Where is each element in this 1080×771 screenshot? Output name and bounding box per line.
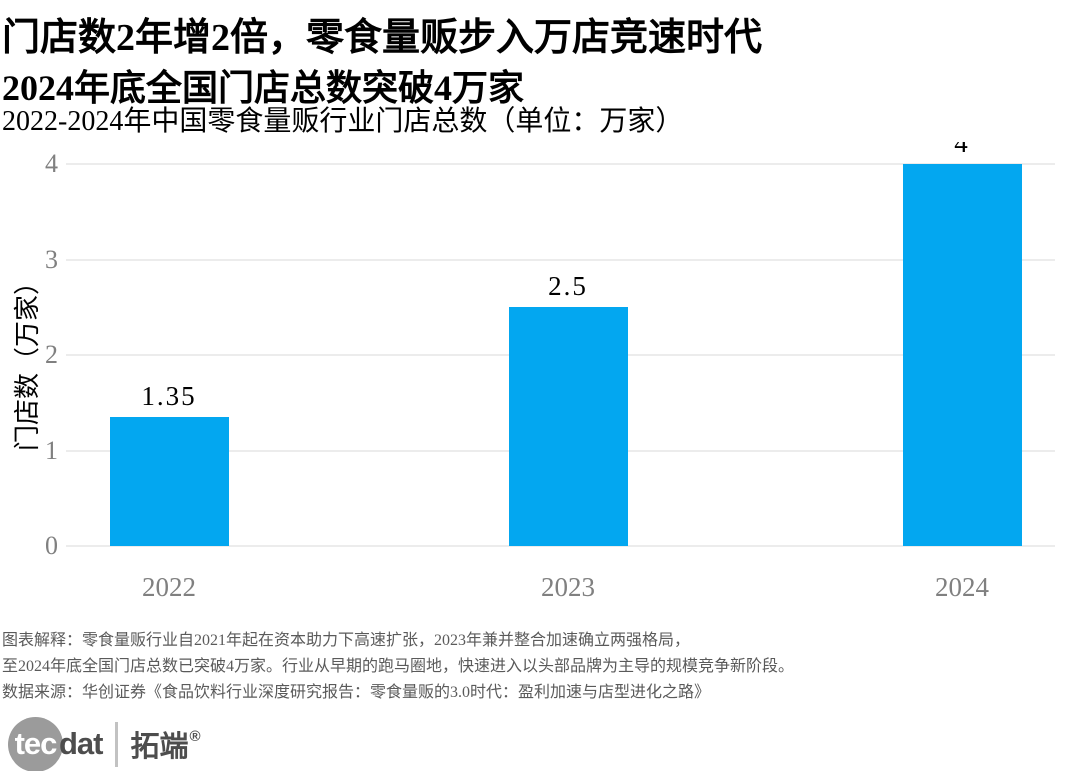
tecdat-logo: tec dat 拓端 ® <box>8 716 201 771</box>
logo-text-chinese: 拓端 <box>130 731 189 763</box>
registered-trademark-icon: ® <box>189 727 201 745</box>
bar-value-label-2022: 1.35 <box>141 381 197 412</box>
gridline-y3 <box>66 258 1055 261</box>
bar-value-label-2023: 2.5 <box>548 271 588 302</box>
bar-value-label-2024: 4 <box>954 142 970 158</box>
logo-divider <box>114 721 118 767</box>
chart-explanation-line2: 至2024年底全国门店总数已突破4万家。行业从早期的跑马圈地，快速进入以头部品牌… <box>2 658 795 675</box>
logo-text-tec: tec <box>14 726 58 761</box>
gridline-y0 <box>66 545 1055 547</box>
gridline-y4 <box>66 163 1055 165</box>
x-tick-label-2024: 2024 <box>935 572 989 602</box>
y-tick-label-2: 2 <box>45 340 58 369</box>
y-tick-label-0: 0 <box>45 531 58 560</box>
bar-2024 <box>902 164 1022 546</box>
chart-explanation-line1: 图表解释：零食量贩行业自2021年起在资本助力下高速扩张，2023年兼并整合加速… <box>2 632 691 649</box>
bar-2022 <box>109 417 229 546</box>
bar-2023 <box>508 307 628 546</box>
headline-line2: 2024年底全国门店总数突破4万家 <box>2 68 525 108</box>
logo-text-dat: dat <box>59 726 103 761</box>
logo-circle: tec <box>8 716 63 771</box>
y-tick-label-4: 4 <box>45 149 58 178</box>
x-tick-label-2022: 2022 <box>142 572 196 602</box>
x-tick-label-2023: 2023 <box>541 572 595 602</box>
y-tick-label-3: 3 <box>45 244 58 274</box>
headline-line1: 门店数2年增2倍，零食量贩步入万店竞速时代 <box>2 17 763 59</box>
chart-subtitle: 2022-2024年中国零食量贩行业门店总数（单位：万家） <box>2 106 684 137</box>
plot-area: 1.35 2.5 4 <box>0 142 1080 622</box>
y-tick-label-1: 1 <box>45 435 58 465</box>
data-source-note: 数据来源：华创证券《食品饮料行业深度研究报告：零食量贩的3.0时代：盈利加速与店… <box>2 684 711 701</box>
